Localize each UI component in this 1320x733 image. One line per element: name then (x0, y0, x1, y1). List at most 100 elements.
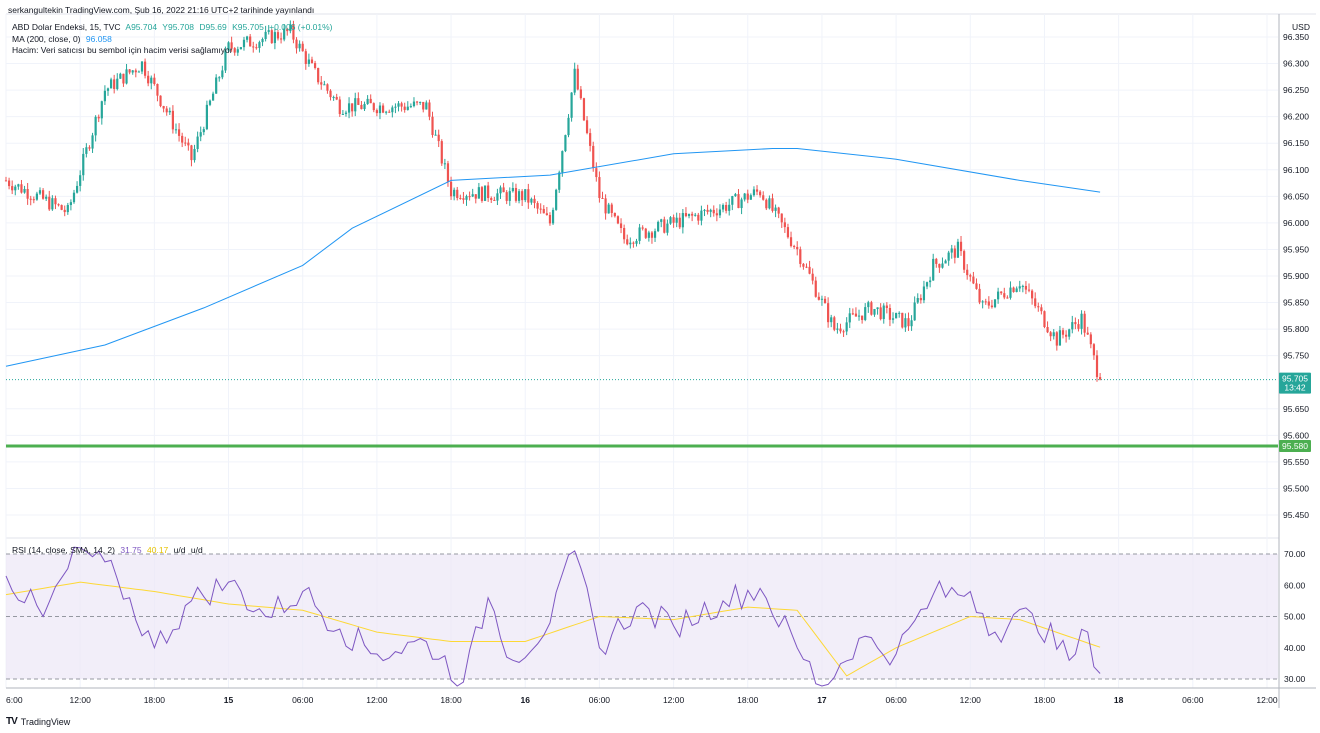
footer-brand[interactable]: TV TradingView (6, 716, 70, 727)
candle-body (953, 248, 956, 258)
candle-body (122, 73, 125, 84)
candle-body (987, 301, 990, 306)
candle-body (245, 36, 249, 40)
symbol-name[interactable]: ABD Dolar Endeksi, 15, TVC (12, 22, 121, 32)
candle-body (972, 276, 975, 284)
candle-body (561, 151, 564, 173)
candle-body (1049, 332, 1052, 337)
candle-body (508, 191, 511, 201)
candle-body (1021, 285, 1024, 287)
candle-body (715, 213, 718, 216)
candle-body (249, 36, 252, 47)
candle-body (1012, 287, 1015, 292)
candle-body (1068, 329, 1071, 337)
candle-body (286, 28, 289, 32)
candle-body (938, 263, 941, 268)
candle-body (233, 48, 236, 53)
candle-body (601, 197, 604, 199)
candle-body (1061, 330, 1065, 335)
candle-body (1077, 324, 1080, 329)
candle-body (762, 195, 765, 200)
candle-body (273, 32, 276, 44)
candle-body (755, 189, 759, 192)
candle-body (45, 196, 48, 199)
candle-body (660, 219, 663, 222)
candle-body (106, 88, 110, 91)
candle-body (956, 241, 960, 258)
candle-body (687, 213, 691, 217)
candle-body (969, 275, 972, 277)
candle-body (168, 110, 171, 113)
candle-body (193, 148, 196, 161)
price-candles (4, 20, 1102, 382)
candle-body (341, 113, 344, 115)
candle-body (276, 32, 280, 39)
candle-body (91, 135, 94, 149)
candle-body (567, 117, 570, 136)
candle-body (774, 207, 777, 211)
candle-body (23, 188, 26, 193)
candle-body (1074, 322, 1077, 325)
candle-body (542, 208, 545, 214)
candle-body (524, 189, 527, 201)
time-tick-label: 06:00 (885, 695, 907, 705)
candle-body (208, 100, 212, 105)
candle-body (85, 147, 88, 154)
rsi-line (5, 546, 1101, 687)
price-tick-label: 96.050 (1283, 191, 1309, 201)
candle-body (109, 79, 113, 89)
candle-body (922, 286, 926, 301)
candle-body (765, 199, 768, 209)
symbol-legend: ABD Dolar Endeksi, 15, TVC A95.704 Y95.7… (12, 22, 336, 32)
candle-body (471, 194, 474, 197)
candle-body (94, 116, 97, 136)
candle-body (737, 194, 740, 209)
candle-body (644, 228, 647, 238)
price-tick-label: 95.850 (1283, 298, 1309, 308)
candle-body (143, 61, 147, 76)
candle-body (783, 222, 786, 228)
last-price-badge[interactable] (1279, 372, 1311, 394)
ma-legend[interactable]: MA (200, close, 0) 96.058 (12, 34, 115, 44)
candle-body (650, 232, 654, 238)
candle-body (181, 135, 184, 143)
candle-body (950, 248, 953, 253)
candle-body (75, 185, 79, 193)
candle-body (385, 111, 388, 113)
candle-body (332, 96, 335, 98)
candle-body (239, 47, 242, 50)
candle-body (768, 198, 771, 209)
candle-body (1071, 322, 1074, 330)
price-tick-label: 96.200 (1283, 112, 1309, 122)
candle-body (227, 42, 230, 51)
candle-body (959, 241, 963, 252)
candle-body (221, 70, 224, 78)
rsi-legend[interactable]: RSI (14, close, SMA, 14, 2) 31.75 40.17 … (12, 545, 206, 555)
candle-body (366, 98, 369, 104)
candle-body (521, 191, 524, 201)
candle-body (997, 291, 1000, 300)
candle-body (595, 168, 598, 178)
candle-body (820, 298, 824, 300)
candle-body (443, 163, 446, 165)
candle-body (79, 175, 82, 186)
candle-body (97, 116, 100, 119)
candle-body (412, 101, 416, 107)
time-tick-label: 18:00 (1034, 695, 1056, 705)
candle-body (63, 209, 66, 213)
level-price-badge[interactable] (1279, 439, 1311, 452)
rsi-tick-label: 70.00 (1284, 549, 1306, 559)
rsi-ma-value: 40.17 (147, 545, 169, 555)
candle-body (400, 103, 403, 107)
candle-body (1000, 291, 1003, 294)
candle-body (666, 223, 669, 233)
candle-body (422, 101, 425, 110)
candle-body (326, 84, 329, 91)
level-price-label: 95.580 (1282, 441, 1308, 451)
candle-body (171, 110, 174, 130)
candle-body (335, 96, 338, 100)
candle-body (555, 189, 558, 210)
ma-label: MA (200, close, 0) (12, 34, 81, 44)
